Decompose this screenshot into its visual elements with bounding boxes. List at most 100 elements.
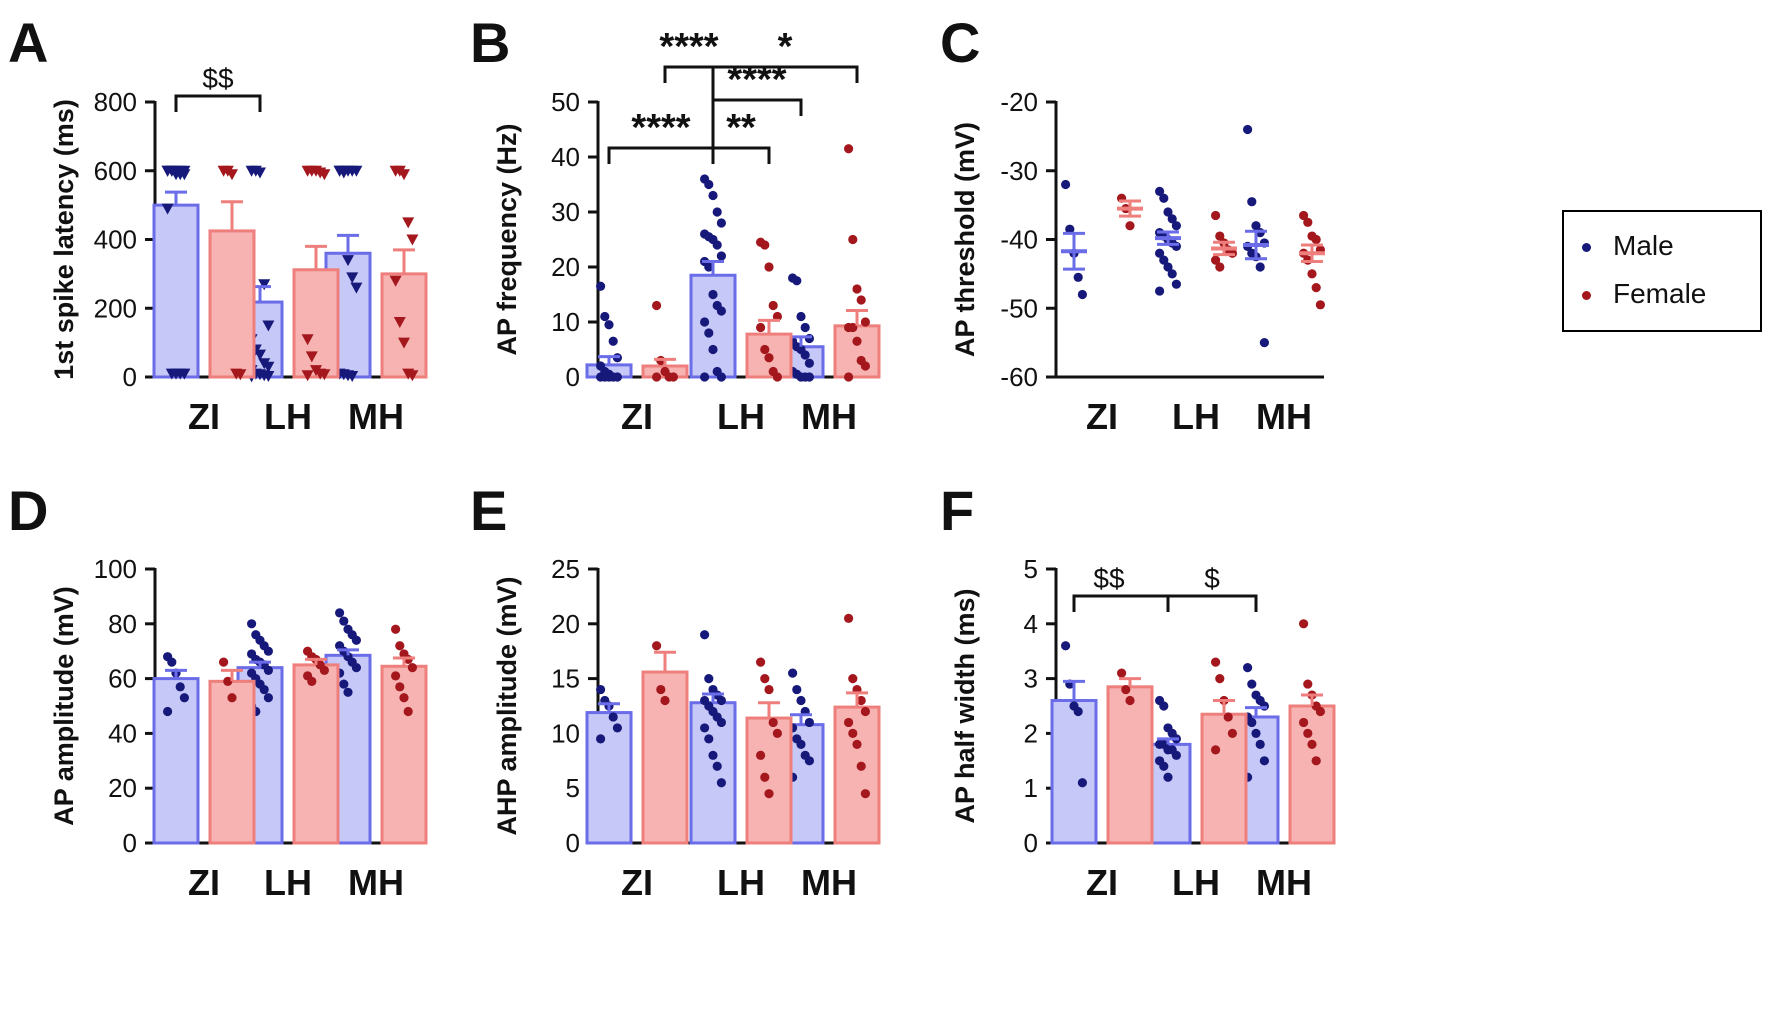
data-point-female bbox=[223, 676, 233, 686]
data-point-female bbox=[1125, 221, 1135, 231]
significance-bracket bbox=[1072, 594, 1170, 612]
y-tick-label: 0 bbox=[123, 828, 137, 858]
data-point-male bbox=[1061, 641, 1071, 651]
data-point-female bbox=[772, 372, 783, 382]
data-point-female bbox=[407, 663, 417, 673]
significance-label: * bbox=[778, 26, 793, 68]
data-point-male bbox=[1247, 197, 1257, 207]
data-point-female bbox=[398, 169, 410, 181]
y-axis-title: AP half width (ms) bbox=[950, 588, 980, 823]
data-point-female bbox=[860, 317, 871, 327]
data-point-female bbox=[760, 772, 770, 782]
data-point-female bbox=[399, 693, 409, 703]
data-point-male bbox=[346, 272, 359, 284]
data-point-male bbox=[262, 320, 275, 332]
data-point-female bbox=[1303, 679, 1313, 689]
data-point-male bbox=[262, 370, 275, 382]
data-point-male bbox=[604, 372, 614, 382]
y-tick-label: 400 bbox=[94, 225, 137, 255]
data-point-female bbox=[844, 717, 854, 728]
data-point-female bbox=[1307, 739, 1317, 749]
data-point-male bbox=[596, 684, 606, 695]
data-point-female bbox=[1211, 745, 1221, 755]
panel-c: C -60 -50 -40 -30 -20 AP threshold (mV) ZI LH MH bbox=[940, 11, 1325, 437]
data-point-male bbox=[263, 665, 273, 675]
data-point-male bbox=[716, 306, 727, 316]
data-point-male bbox=[792, 684, 802, 695]
data-point-female bbox=[398, 337, 410, 349]
data-point-male bbox=[612, 723, 623, 733]
data-point-male bbox=[1171, 750, 1181, 760]
significance-bracket bbox=[174, 94, 262, 112]
data-point-male bbox=[339, 616, 349, 626]
data-point-female bbox=[768, 717, 778, 728]
y-tick-label: 800 bbox=[94, 87, 137, 117]
data-point-female bbox=[226, 169, 238, 181]
y-tick-label: 2 bbox=[1024, 718, 1038, 748]
data-point-male bbox=[600, 311, 610, 322]
x-category-label: LH bbox=[1172, 862, 1220, 903]
data-point-male bbox=[262, 361, 275, 373]
y-tick-label: 40 bbox=[108, 718, 137, 748]
x-category-label: ZI bbox=[621, 396, 653, 437]
data-point-male bbox=[1255, 739, 1265, 749]
bar-male-zi bbox=[585, 711, 633, 845]
data-point-male bbox=[350, 165, 363, 177]
data-point-male bbox=[788, 668, 798, 678]
x-category-label: MH bbox=[1256, 862, 1312, 903]
bar-female-zi bbox=[208, 679, 256, 845]
significance-label: ** bbox=[726, 107, 756, 149]
data-point-female bbox=[760, 240, 770, 250]
data-point-male bbox=[712, 240, 722, 250]
panel-a: A 0 200 400 600 800 1st spike latency (ms) ZI LH… bbox=[8, 11, 428, 437]
data-point-female bbox=[1299, 210, 1309, 221]
data-point-female bbox=[764, 789, 774, 799]
male-marker-icon bbox=[1582, 243, 1591, 253]
bar-female-lh bbox=[1200, 712, 1248, 845]
data-point-female bbox=[852, 336, 862, 346]
data-point-male bbox=[708, 289, 718, 300]
y-axis-title: AP amplitude (mV) bbox=[49, 586, 79, 826]
y-tick-label: 60 bbox=[108, 664, 137, 694]
x-category-label: MH bbox=[1256, 396, 1312, 437]
data-point-female bbox=[318, 169, 331, 181]
data-point-female bbox=[389, 275, 402, 287]
data-point-male bbox=[804, 756, 815, 766]
data-point-female bbox=[756, 750, 766, 760]
data-point-male bbox=[1163, 207, 1173, 217]
data-point-male bbox=[258, 279, 271, 291]
data-point-male bbox=[254, 349, 266, 361]
data-point-male bbox=[1159, 761, 1169, 771]
data-point-male bbox=[716, 218, 727, 228]
data-point-female bbox=[652, 372, 662, 382]
panel-e: E 0 5 10 15 20 25 AHP amplitude (mV) ZI LH MH bbox=[470, 479, 881, 903]
data-point-female bbox=[1303, 728, 1313, 739]
bar-male-zi bbox=[152, 677, 200, 845]
data-point-female bbox=[395, 641, 405, 651]
significance-label: $ bbox=[1204, 563, 1220, 594]
data-point-male bbox=[1259, 338, 1269, 348]
data-point-female bbox=[227, 693, 237, 703]
x-category-label: ZI bbox=[621, 862, 653, 903]
data-point-male bbox=[704, 179, 714, 190]
y-axis-title: AHP amplitude (mV) bbox=[492, 576, 522, 835]
data-point-male bbox=[596, 281, 606, 291]
data-point-male bbox=[339, 679, 349, 689]
data-point-male bbox=[1251, 221, 1261, 231]
x-category-label: MH bbox=[348, 862, 404, 903]
legend-item-female: Female bbox=[1582, 278, 1706, 310]
data-point-female bbox=[652, 300, 662, 311]
data-point-male bbox=[1171, 279, 1181, 289]
data-point-male bbox=[1167, 214, 1177, 224]
data-point-male bbox=[700, 630, 710, 640]
data-point-female bbox=[391, 624, 401, 634]
data-point-male bbox=[254, 167, 266, 179]
data-point-male bbox=[716, 251, 727, 261]
data-point-female bbox=[1311, 756, 1321, 766]
data-point-female bbox=[1227, 728, 1237, 739]
x-category-label: LH bbox=[1172, 396, 1220, 437]
y-tick-label: -20 bbox=[1000, 87, 1038, 117]
data-point-female bbox=[760, 344, 770, 355]
panel-letter: A bbox=[8, 11, 48, 74]
y-tick-label: 10 bbox=[551, 718, 580, 748]
